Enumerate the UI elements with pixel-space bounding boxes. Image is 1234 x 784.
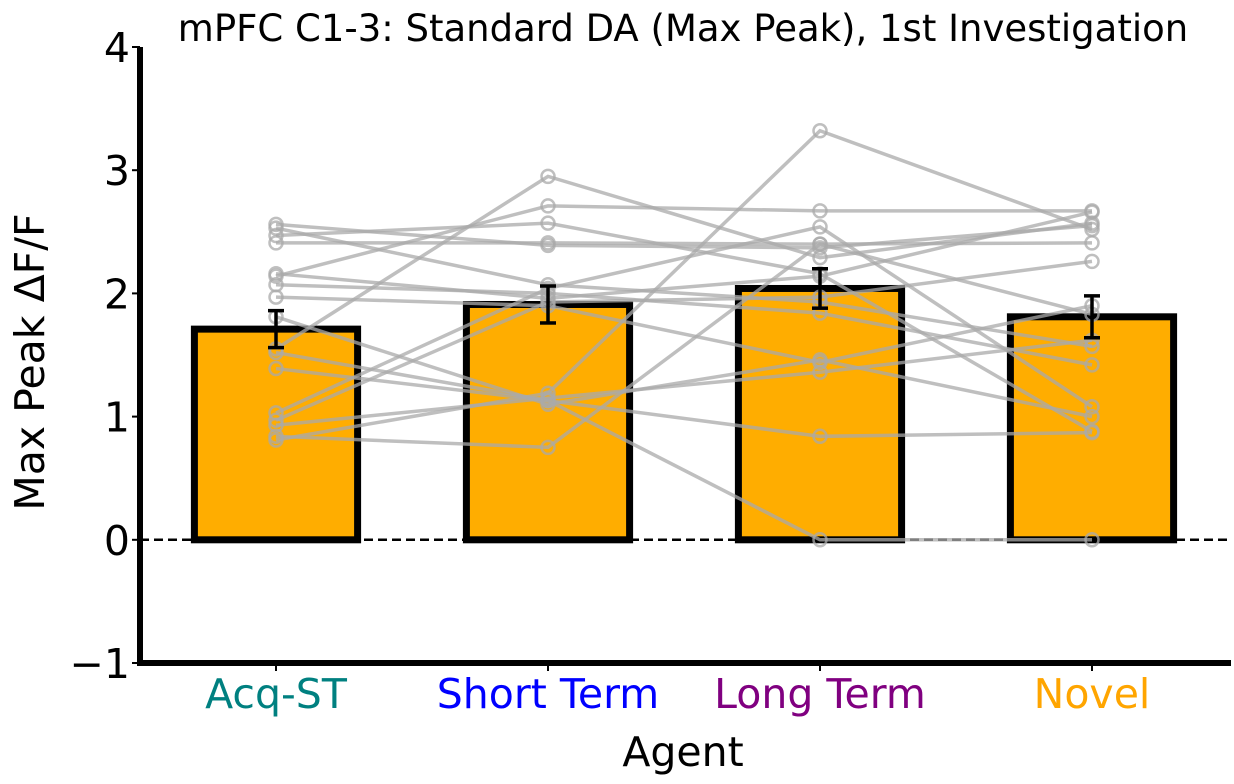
subject-point-15-3 bbox=[1084, 221, 1100, 238]
subject-line-6 bbox=[275, 283, 1093, 367]
subject-line-11 bbox=[275, 366, 1093, 439]
subject-point-12-3 bbox=[1084, 398, 1100, 415]
error-bars-layer bbox=[268, 267, 1100, 350]
bar-3 bbox=[1006, 313, 1178, 544]
subject-point-15-1 bbox=[540, 385, 556, 401]
subject-line-1 bbox=[275, 226, 1093, 349]
x-tick-label-2: Long Term bbox=[714, 670, 926, 718]
subject-point-11-3 bbox=[1084, 424, 1100, 441]
subject-point-5-0 bbox=[268, 268, 284, 284]
subject-point-15-0 bbox=[268, 432, 284, 448]
subject-point-14-2 bbox=[812, 236, 828, 252]
y-axis-label: Max Peak ΔF/F bbox=[6, 213, 54, 510]
chart-title: mPFC C1-3: Standard DA (Max Peak), 1st I… bbox=[178, 7, 1188, 50]
x-axis-label: Agent bbox=[622, 728, 743, 776]
x-ticks-layer: Acq-ST Short Term Long Term Novel bbox=[205, 663, 1150, 718]
x-tick-label-1: Short Term bbox=[437, 670, 659, 718]
subject-line-7 bbox=[275, 295, 1093, 365]
subject-point-3-0 bbox=[268, 235, 284, 251]
axes-layer bbox=[137, 47, 1231, 666]
y-tick-label-3: 2 bbox=[104, 270, 130, 318]
subject-line-4 bbox=[275, 210, 1093, 301]
subject-point-9-1 bbox=[540, 168, 556, 185]
y-tick-label-1: 0 bbox=[104, 517, 130, 565]
subject-point-6-3 bbox=[1084, 357, 1100, 373]
y-tick-label-4: 3 bbox=[104, 147, 130, 195]
subject-line-5 bbox=[275, 204, 1092, 278]
subject-point-2-1 bbox=[540, 215, 556, 231]
subject-line-12 bbox=[275, 225, 1093, 415]
subject-line-15 bbox=[275, 128, 1093, 442]
bar-0 bbox=[190, 325, 362, 544]
subject-point-12-2 bbox=[812, 219, 828, 235]
subject-point-1-3 bbox=[1084, 338, 1100, 355]
subject-point-15-2 bbox=[812, 123, 828, 139]
subject-point-10-2 bbox=[812, 532, 828, 548]
bar-1 bbox=[462, 300, 634, 544]
y-ticks-layer: −1 0 1 2 3 4 bbox=[70, 24, 140, 688]
bars-layer bbox=[190, 284, 1178, 544]
subject-line-0 bbox=[275, 222, 1093, 250]
y-tick-label-5: 4 bbox=[104, 24, 130, 72]
subject-point-9-3 bbox=[1084, 215, 1100, 231]
subject-line-9 bbox=[275, 174, 1093, 351]
x-tick-label-0: Acq-ST bbox=[205, 670, 348, 718]
subject-point-16-3 bbox=[1084, 253, 1100, 270]
subject-point-3-1 bbox=[540, 235, 556, 251]
subject-point-10-3 bbox=[1084, 532, 1100, 548]
y-tick-label-0: −1 bbox=[70, 640, 130, 688]
subject-point-13-2 bbox=[812, 364, 828, 380]
bar-2 bbox=[734, 284, 906, 544]
subject-line-10 bbox=[275, 350, 1092, 542]
subject-line-16 bbox=[275, 259, 1093, 422]
y-tick-label-2: 1 bbox=[104, 394, 130, 442]
subject-point-11-2 bbox=[812, 428, 828, 445]
subject-line-13 bbox=[275, 338, 1093, 427]
subject-lines-layer bbox=[268, 123, 1100, 548]
subject-point-16-0 bbox=[268, 412, 284, 429]
subject-point-8-3 bbox=[1084, 408, 1100, 425]
x-tick-label-3: Novel bbox=[1034, 670, 1151, 718]
subject-point-14-1 bbox=[540, 439, 556, 456]
subject-point-11-0 bbox=[268, 360, 284, 377]
subject-line-2 bbox=[275, 221, 1093, 433]
subject-point-7-0 bbox=[268, 289, 284, 305]
subject-point-5-1 bbox=[540, 198, 556, 214]
subject-point-5-2 bbox=[812, 203, 828, 219]
